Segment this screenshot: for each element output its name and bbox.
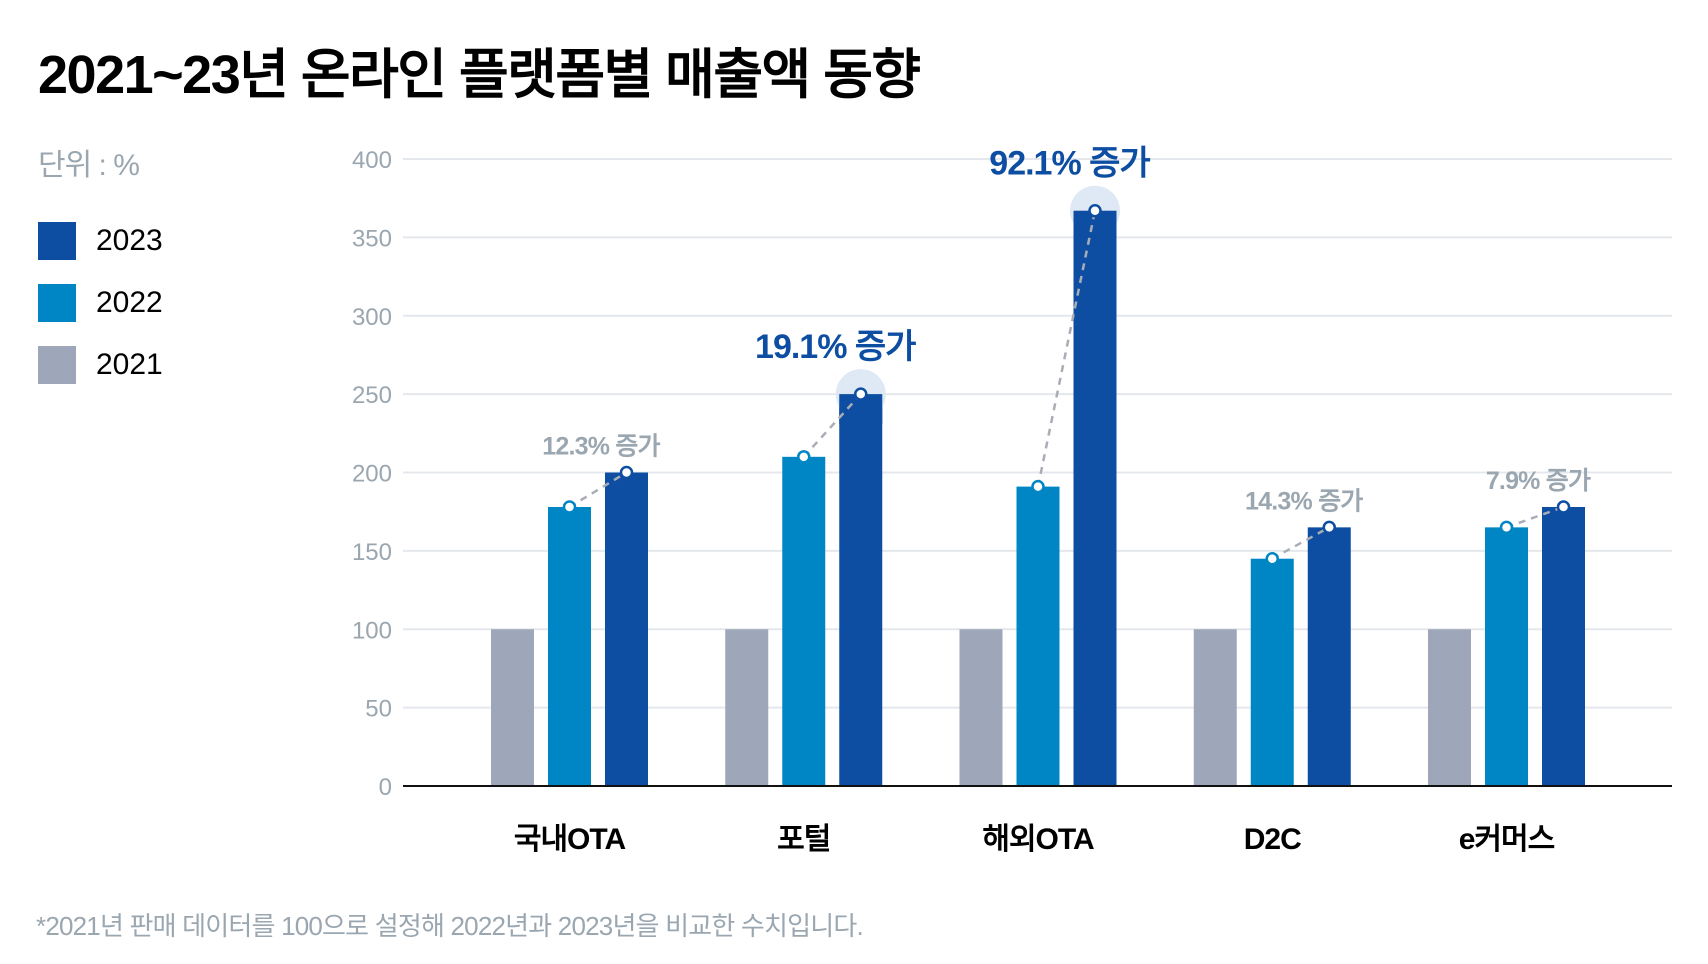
label-layer: 국내OTA 포털 해외OTA D2C e커머스 12.3% 증가 19.1% 증가 92.1%… [514, 145, 1592, 856]
increase-label: 92.1% 증가 [989, 145, 1150, 183]
increase-label: 7.9% 증가 [1486, 467, 1591, 495]
point-2022 [562, 500, 577, 514]
y-tick-label: 300 [352, 304, 392, 331]
x-tick-label: e커머스 [1459, 823, 1555, 856]
legend-label-2021: 2021 [96, 348, 163, 381]
unit-label: 단위 : % [38, 149, 140, 182]
connector-line [1506, 505, 1564, 529]
legend-item-2022: 2022 [38, 284, 163, 322]
increase-label: 14.3% 증가 [1245, 487, 1363, 515]
point-2023 [1556, 500, 1571, 514]
legend-swatch-2022 [38, 284, 76, 322]
point-2022 [797, 450, 811, 464]
point-2023 [1322, 520, 1336, 535]
footnote: *2021년 판매 데이터를 100으로 설정해 2022년과 2023년을 비… [36, 911, 864, 941]
bar-2022 [1485, 527, 1528, 786]
y-tick-label: 200 [352, 461, 392, 488]
y-tick-label: 350 [352, 225, 392, 252]
legend-swatch-2023 [38, 222, 76, 260]
bar-layer [403, 210, 1672, 787]
legend-label-2022: 2022 [96, 286, 163, 319]
x-tick-label: 해외OTA [982, 823, 1094, 856]
bar-2021 [491, 629, 534, 786]
chart-title: 2021~23년 온라인 플랫폼별 매출액 동향 [38, 45, 921, 105]
bar-2023 [1073, 210, 1117, 787]
y-tick-label: 150 [352, 539, 392, 566]
legend: 2023 2022 2021 [38, 222, 163, 408]
y-tick-label: 100 [352, 617, 392, 644]
point-2022 [1031, 479, 1045, 494]
bar-2021 [725, 629, 769, 786]
connector-line [802, 393, 862, 458]
legend-label-2023: 2023 [96, 224, 163, 257]
bar-2022 [782, 456, 826, 786]
bar-2022 [1016, 486, 1060, 786]
x-tick-label: D2C [1244, 823, 1301, 856]
bar-2021 [959, 629, 1003, 786]
bar-2021 [1428, 629, 1471, 786]
x-tick-label: 포털 [777, 823, 830, 856]
increase-label: 19.1% 증가 [755, 328, 916, 366]
legend-item-2023: 2023 [38, 222, 163, 260]
point-2022 [1265, 551, 1279, 566]
x-tick-label: 국내OTA [514, 823, 626, 856]
bar-2023 [839, 394, 883, 786]
annotation-layer [562, 185, 1571, 566]
bar-2023 [1542, 506, 1585, 786]
point-2022 [1499, 520, 1514, 535]
bar-2023 [605, 472, 648, 786]
bar-2021 [1193, 629, 1237, 786]
increase-label: 12.3% 증가 [542, 433, 660, 461]
point-2023 [619, 465, 634, 480]
bar-2023 [1307, 527, 1351, 786]
y-tick-label: 250 [352, 382, 392, 409]
bar-2022 [1250, 558, 1294, 786]
bar-2022 [548, 506, 591, 786]
y-tick-label: 0 [379, 774, 392, 801]
connector-line [1036, 210, 1097, 487]
legend-item-2021: 2021 [38, 346, 163, 384]
connector-line [1271, 526, 1330, 560]
point-2023 [854, 387, 868, 401]
y-tick-label: 400 [352, 147, 392, 174]
y-tick-label: 50 [365, 696, 392, 723]
legend-swatch-2021 [38, 346, 76, 384]
point-2023 [1088, 203, 1102, 218]
connector-line [568, 471, 628, 509]
